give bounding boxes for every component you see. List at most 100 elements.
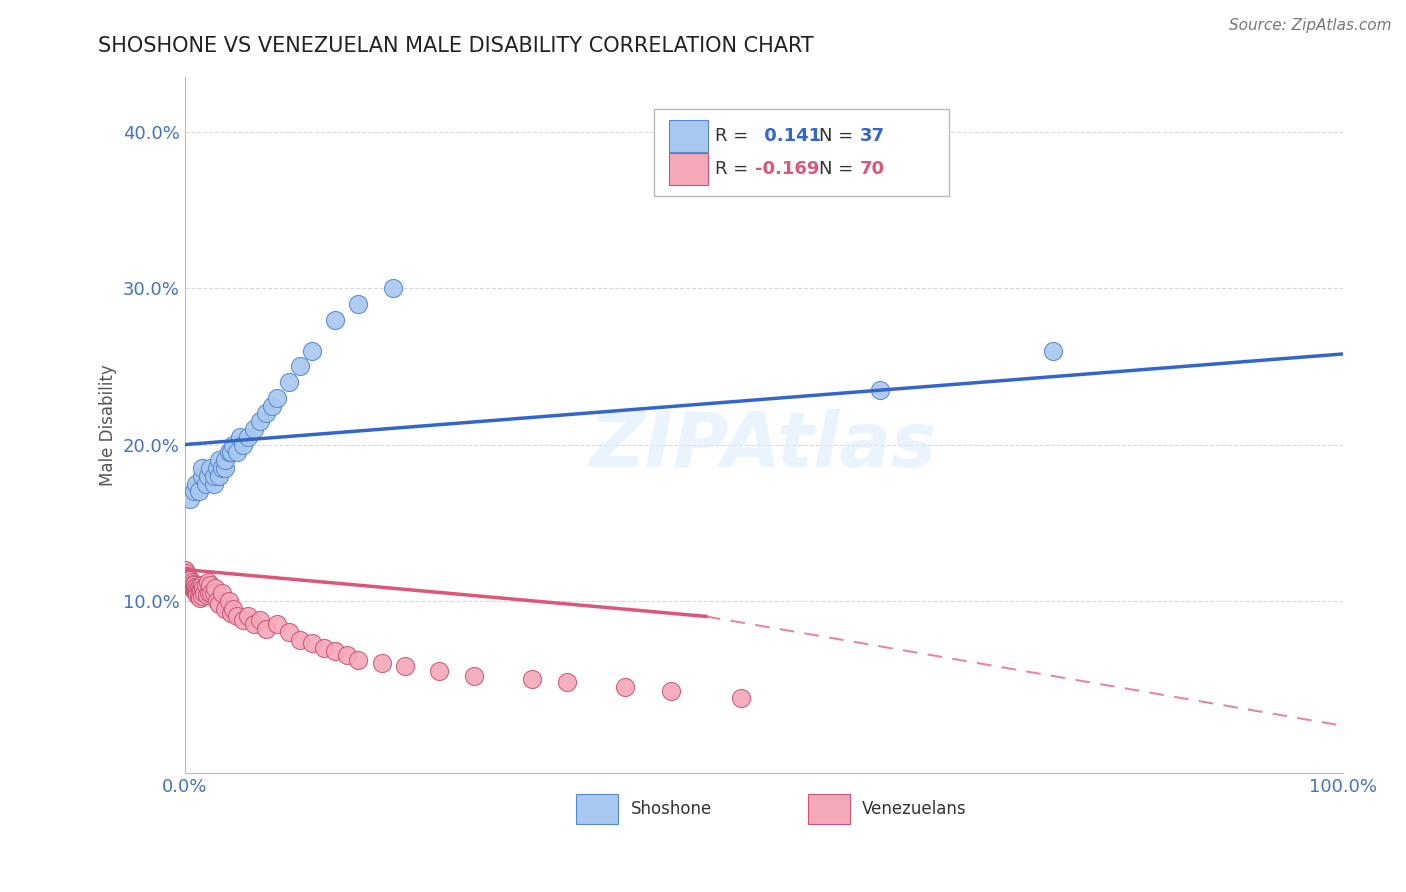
FancyBboxPatch shape <box>669 120 709 152</box>
Point <box>191 468 214 483</box>
Point <box>243 422 266 436</box>
Point <box>394 659 416 673</box>
Point <box>869 383 891 397</box>
Point <box>238 430 260 444</box>
Point <box>186 588 208 602</box>
Point <box>177 570 200 584</box>
Point <box>184 580 207 594</box>
Point <box>187 589 209 603</box>
Point <box>179 574 201 588</box>
Point <box>218 445 240 459</box>
Point <box>176 569 198 583</box>
Point <box>312 640 335 655</box>
Point <box>184 584 207 599</box>
Point <box>613 680 636 694</box>
Point <box>208 453 231 467</box>
Point <box>190 584 212 599</box>
Point <box>202 586 225 600</box>
Point <box>208 597 231 611</box>
Point <box>180 580 202 594</box>
Point <box>188 591 211 605</box>
Point <box>197 575 219 590</box>
Point <box>266 391 288 405</box>
Point <box>347 653 370 667</box>
Point <box>301 343 323 358</box>
Point <box>186 586 208 600</box>
Point <box>254 622 277 636</box>
Text: N =: N = <box>820 127 859 145</box>
Text: Source: ZipAtlas.com: Source: ZipAtlas.com <box>1229 18 1392 33</box>
Text: R =: R = <box>716 127 754 145</box>
Point <box>205 594 228 608</box>
Point <box>382 281 405 295</box>
Point <box>254 406 277 420</box>
Point <box>249 613 271 627</box>
Point <box>277 625 299 640</box>
Text: SHOSHONE VS VENEZUELAN MALE DISABILITY CORRELATION CHART: SHOSHONE VS VENEZUELAN MALE DISABILITY C… <box>98 36 814 55</box>
Text: Shoshone: Shoshone <box>631 800 711 818</box>
Point <box>218 594 240 608</box>
Point <box>222 601 245 615</box>
Point <box>208 468 231 483</box>
Point <box>183 578 205 592</box>
Point <box>222 437 245 451</box>
Point <box>243 617 266 632</box>
Point <box>323 312 346 326</box>
Point <box>200 586 222 600</box>
Point <box>193 586 215 600</box>
Point <box>211 461 233 475</box>
Point <box>194 476 217 491</box>
Point <box>181 582 204 596</box>
Point <box>225 609 247 624</box>
Point <box>183 484 205 499</box>
Point <box>174 566 197 580</box>
Point <box>183 582 205 597</box>
Point <box>186 582 208 597</box>
Point <box>214 453 236 467</box>
Point <box>202 468 225 483</box>
Point <box>191 589 214 603</box>
Point <box>336 648 359 663</box>
Point <box>191 578 214 592</box>
Point <box>238 609 260 624</box>
Point <box>429 664 451 678</box>
Point <box>177 575 200 590</box>
FancyBboxPatch shape <box>654 109 949 195</box>
Point <box>187 484 209 499</box>
Text: ZIPAtlas: ZIPAtlas <box>591 409 938 483</box>
Point <box>205 461 228 475</box>
FancyBboxPatch shape <box>808 794 849 824</box>
Point <box>195 588 218 602</box>
Point <box>225 445 247 459</box>
Y-axis label: Male Disability: Male Disability <box>100 364 117 486</box>
Point <box>211 586 233 600</box>
FancyBboxPatch shape <box>669 153 709 186</box>
Point <box>659 684 682 698</box>
Point <box>197 468 219 483</box>
Point <box>249 414 271 428</box>
Point <box>232 437 254 451</box>
Point <box>180 575 202 590</box>
Point <box>193 582 215 596</box>
Point <box>198 578 221 592</box>
Text: Venezuelans: Venezuelans <box>862 800 967 818</box>
Text: 37: 37 <box>860 127 884 145</box>
Point <box>260 399 283 413</box>
Point <box>198 461 221 475</box>
Point <box>204 582 226 596</box>
Point <box>179 492 201 507</box>
Point <box>232 613 254 627</box>
Point <box>301 636 323 650</box>
Point <box>202 476 225 491</box>
Point <box>520 672 543 686</box>
Point <box>188 582 211 597</box>
Point <box>463 669 485 683</box>
Point <box>194 578 217 592</box>
Text: R =: R = <box>716 161 754 178</box>
Point <box>347 297 370 311</box>
Text: -0.169: -0.169 <box>755 161 818 178</box>
Point <box>191 461 214 475</box>
Point <box>198 586 221 600</box>
Point <box>173 563 195 577</box>
Point <box>214 601 236 615</box>
